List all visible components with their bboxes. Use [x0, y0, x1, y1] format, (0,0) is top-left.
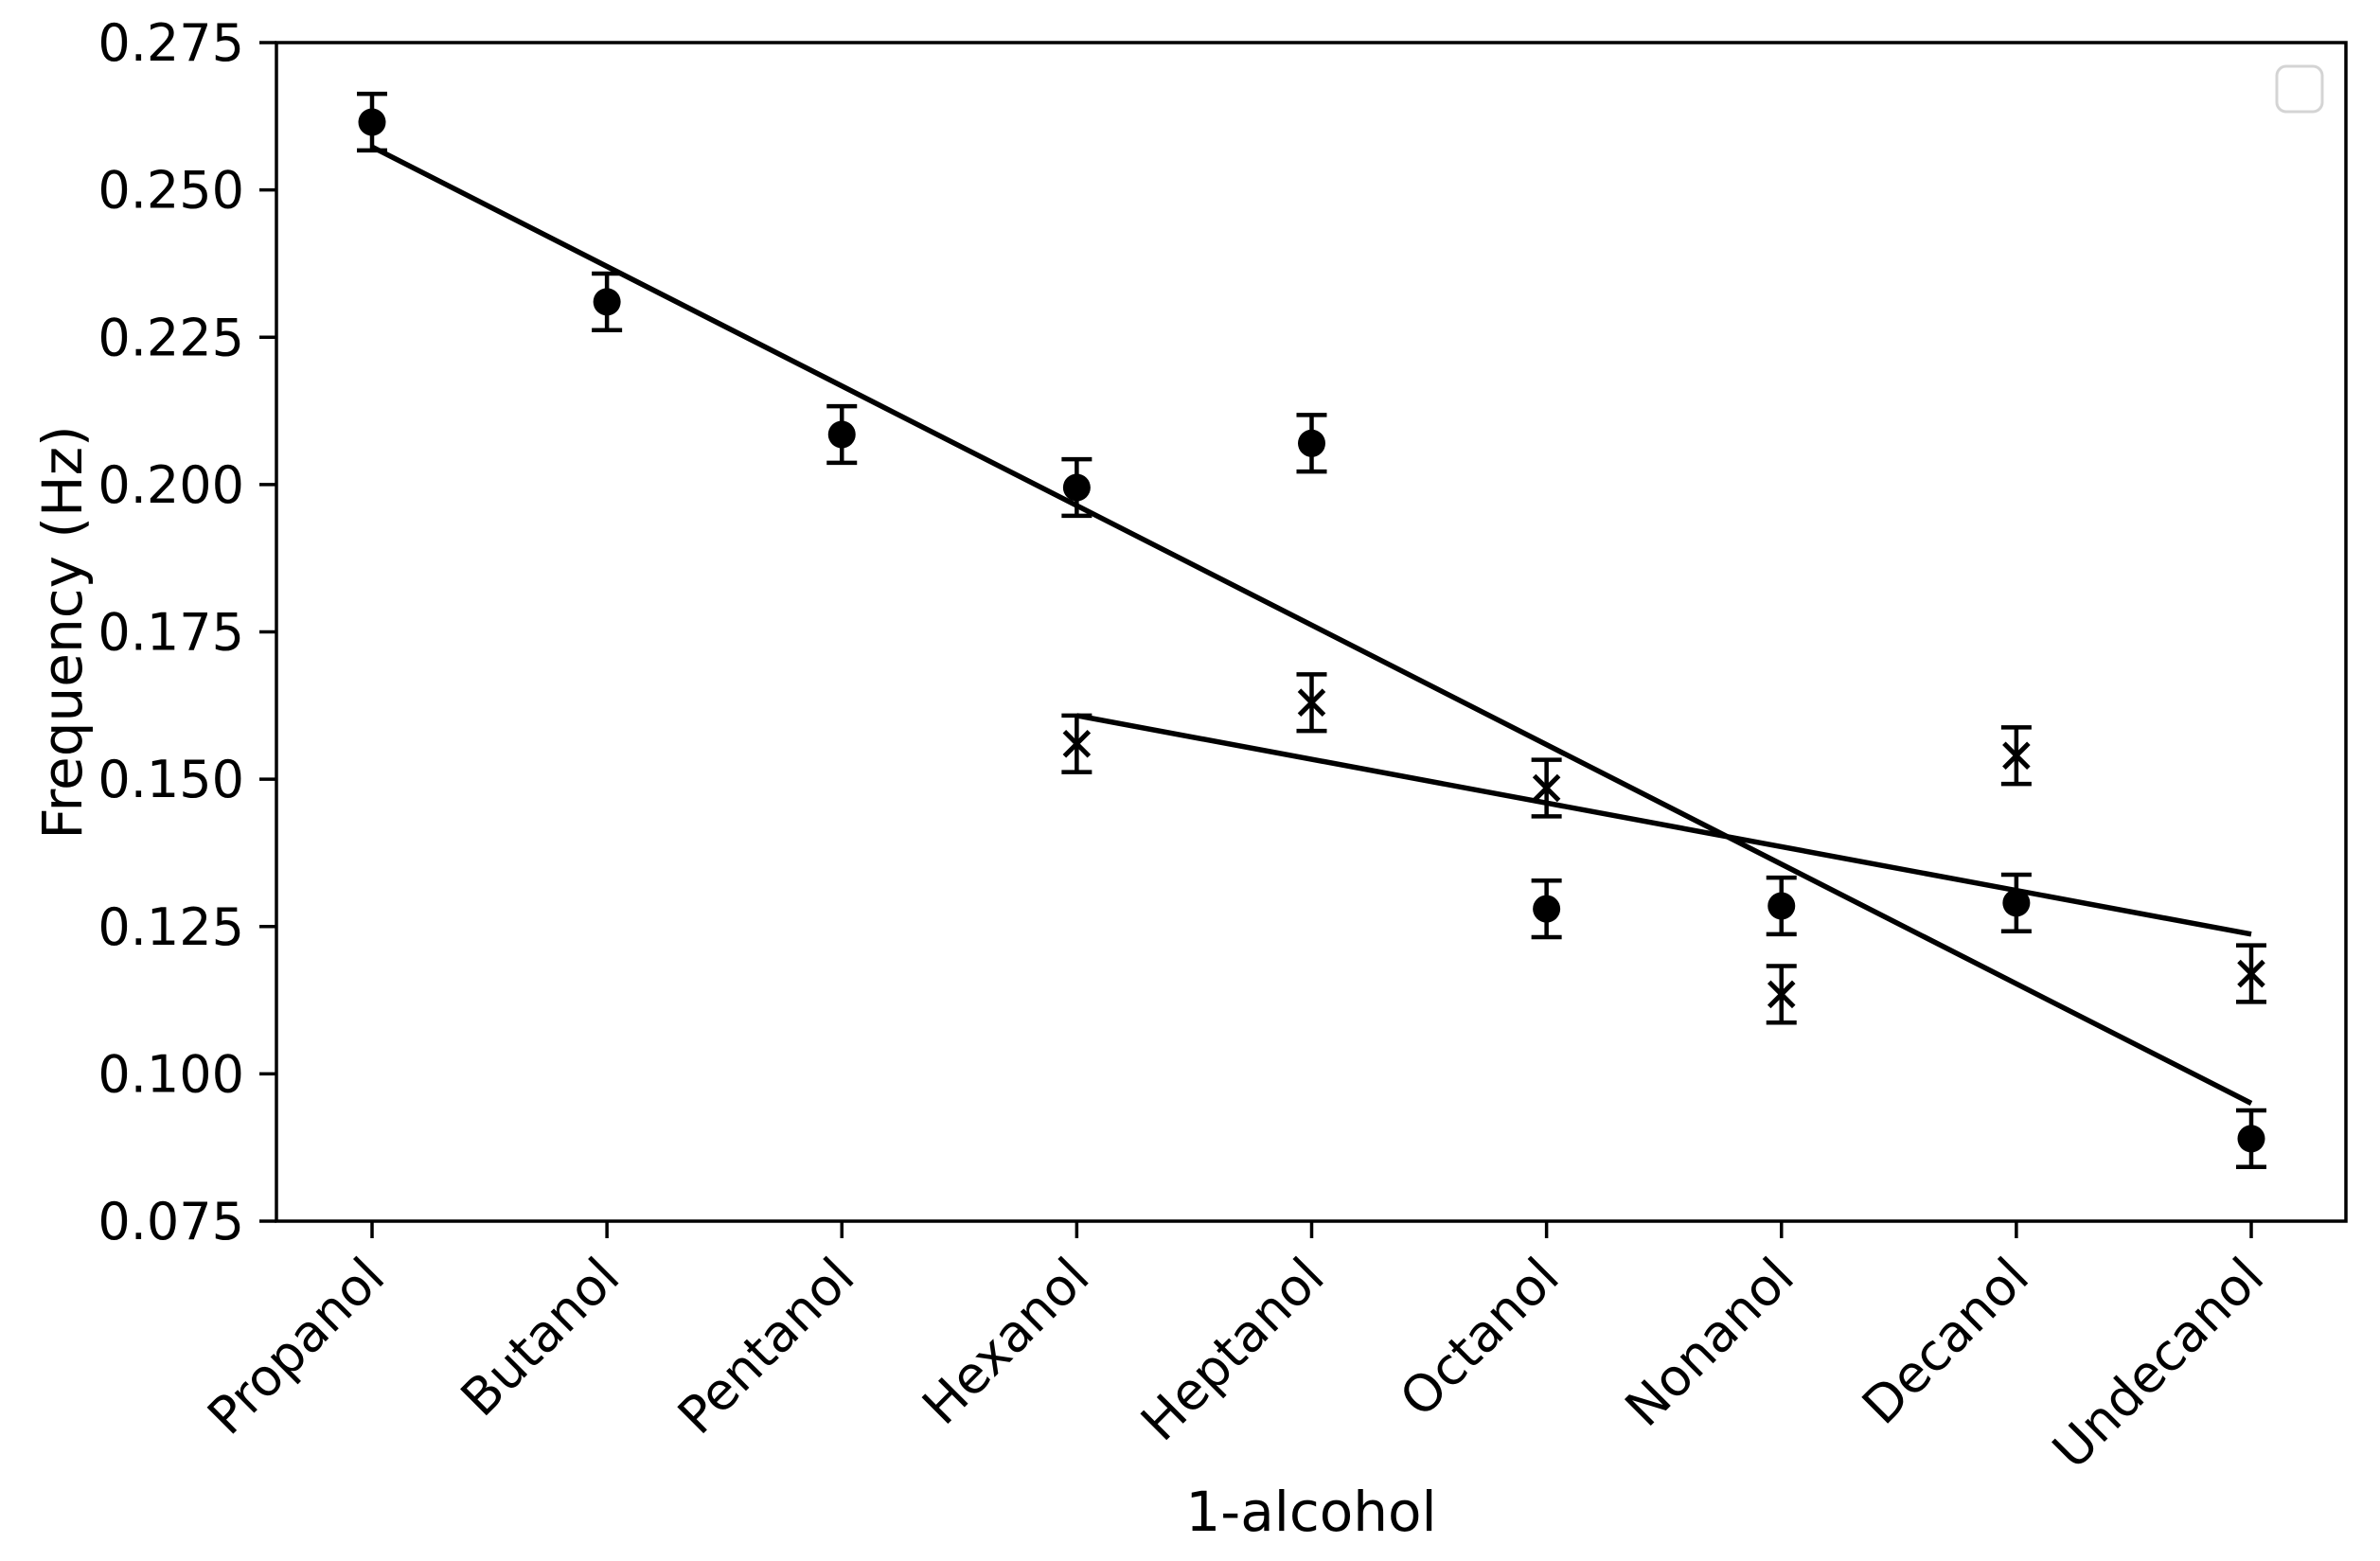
circle-marker — [1533, 895, 1561, 923]
x-marker — [2237, 959, 2265, 988]
circle-marker — [827, 420, 856, 449]
y-axis-tick-label: 0.150 — [98, 750, 244, 809]
x-axis-tick-label: Nonanol — [1614, 1247, 1805, 1438]
x-axis-tick-label: Undecanol — [2041, 1247, 2275, 1481]
y-axis-tick-label: 0.075 — [98, 1192, 244, 1251]
circle-marker — [358, 108, 386, 136]
circle-marker — [593, 288, 621, 316]
x-series-fit-line — [1075, 713, 2252, 937]
plot-frame — [275, 41, 2348, 1223]
circle-marker — [1298, 429, 1325, 457]
x-marker — [2002, 741, 2031, 770]
x-axis-title: 1-alcohol — [1185, 1480, 1437, 1544]
circle-series-fit-line — [370, 144, 2253, 1106]
x-axis-tick-label: Butanol — [450, 1247, 631, 1428]
x-axis-tick-label: Heptanol — [1129, 1247, 1336, 1453]
x-marker — [1297, 688, 1326, 717]
y-axis-title: Frequency (Hz) — [30, 425, 95, 840]
y-axis-tick-label: 0.250 — [98, 161, 244, 221]
circle-marker — [2002, 889, 2031, 917]
x-marker — [1767, 980, 1796, 1009]
legend-box — [2275, 64, 2324, 114]
y-axis-tick-label: 0.200 — [98, 455, 244, 515]
circle-marker — [1767, 892, 1796, 920]
circle-marker — [1062, 473, 1091, 502]
y-axis-tick-label: 0.225 — [98, 308, 244, 367]
x-axis-tick-label: Octanol — [1389, 1247, 1571, 1428]
x-axis-tick-label: Hexanol — [911, 1247, 1100, 1436]
x-axis-tick-label: Propanol — [196, 1247, 396, 1446]
y-axis-tick-label: 0.125 — [98, 897, 244, 957]
x-marker — [1062, 730, 1092, 758]
y-axis-tick-label: 0.275 — [98, 13, 244, 73]
x-axis-tick-label: Decanol — [1851, 1247, 2040, 1436]
circle-marker — [2237, 1125, 2265, 1153]
x-marker — [1532, 773, 1561, 803]
x-axis-tick-label: Pentanol — [666, 1247, 865, 1446]
y-axis-tick-label: 0.175 — [98, 603, 244, 663]
y-axis-tick-label: 0.100 — [98, 1044, 244, 1104]
